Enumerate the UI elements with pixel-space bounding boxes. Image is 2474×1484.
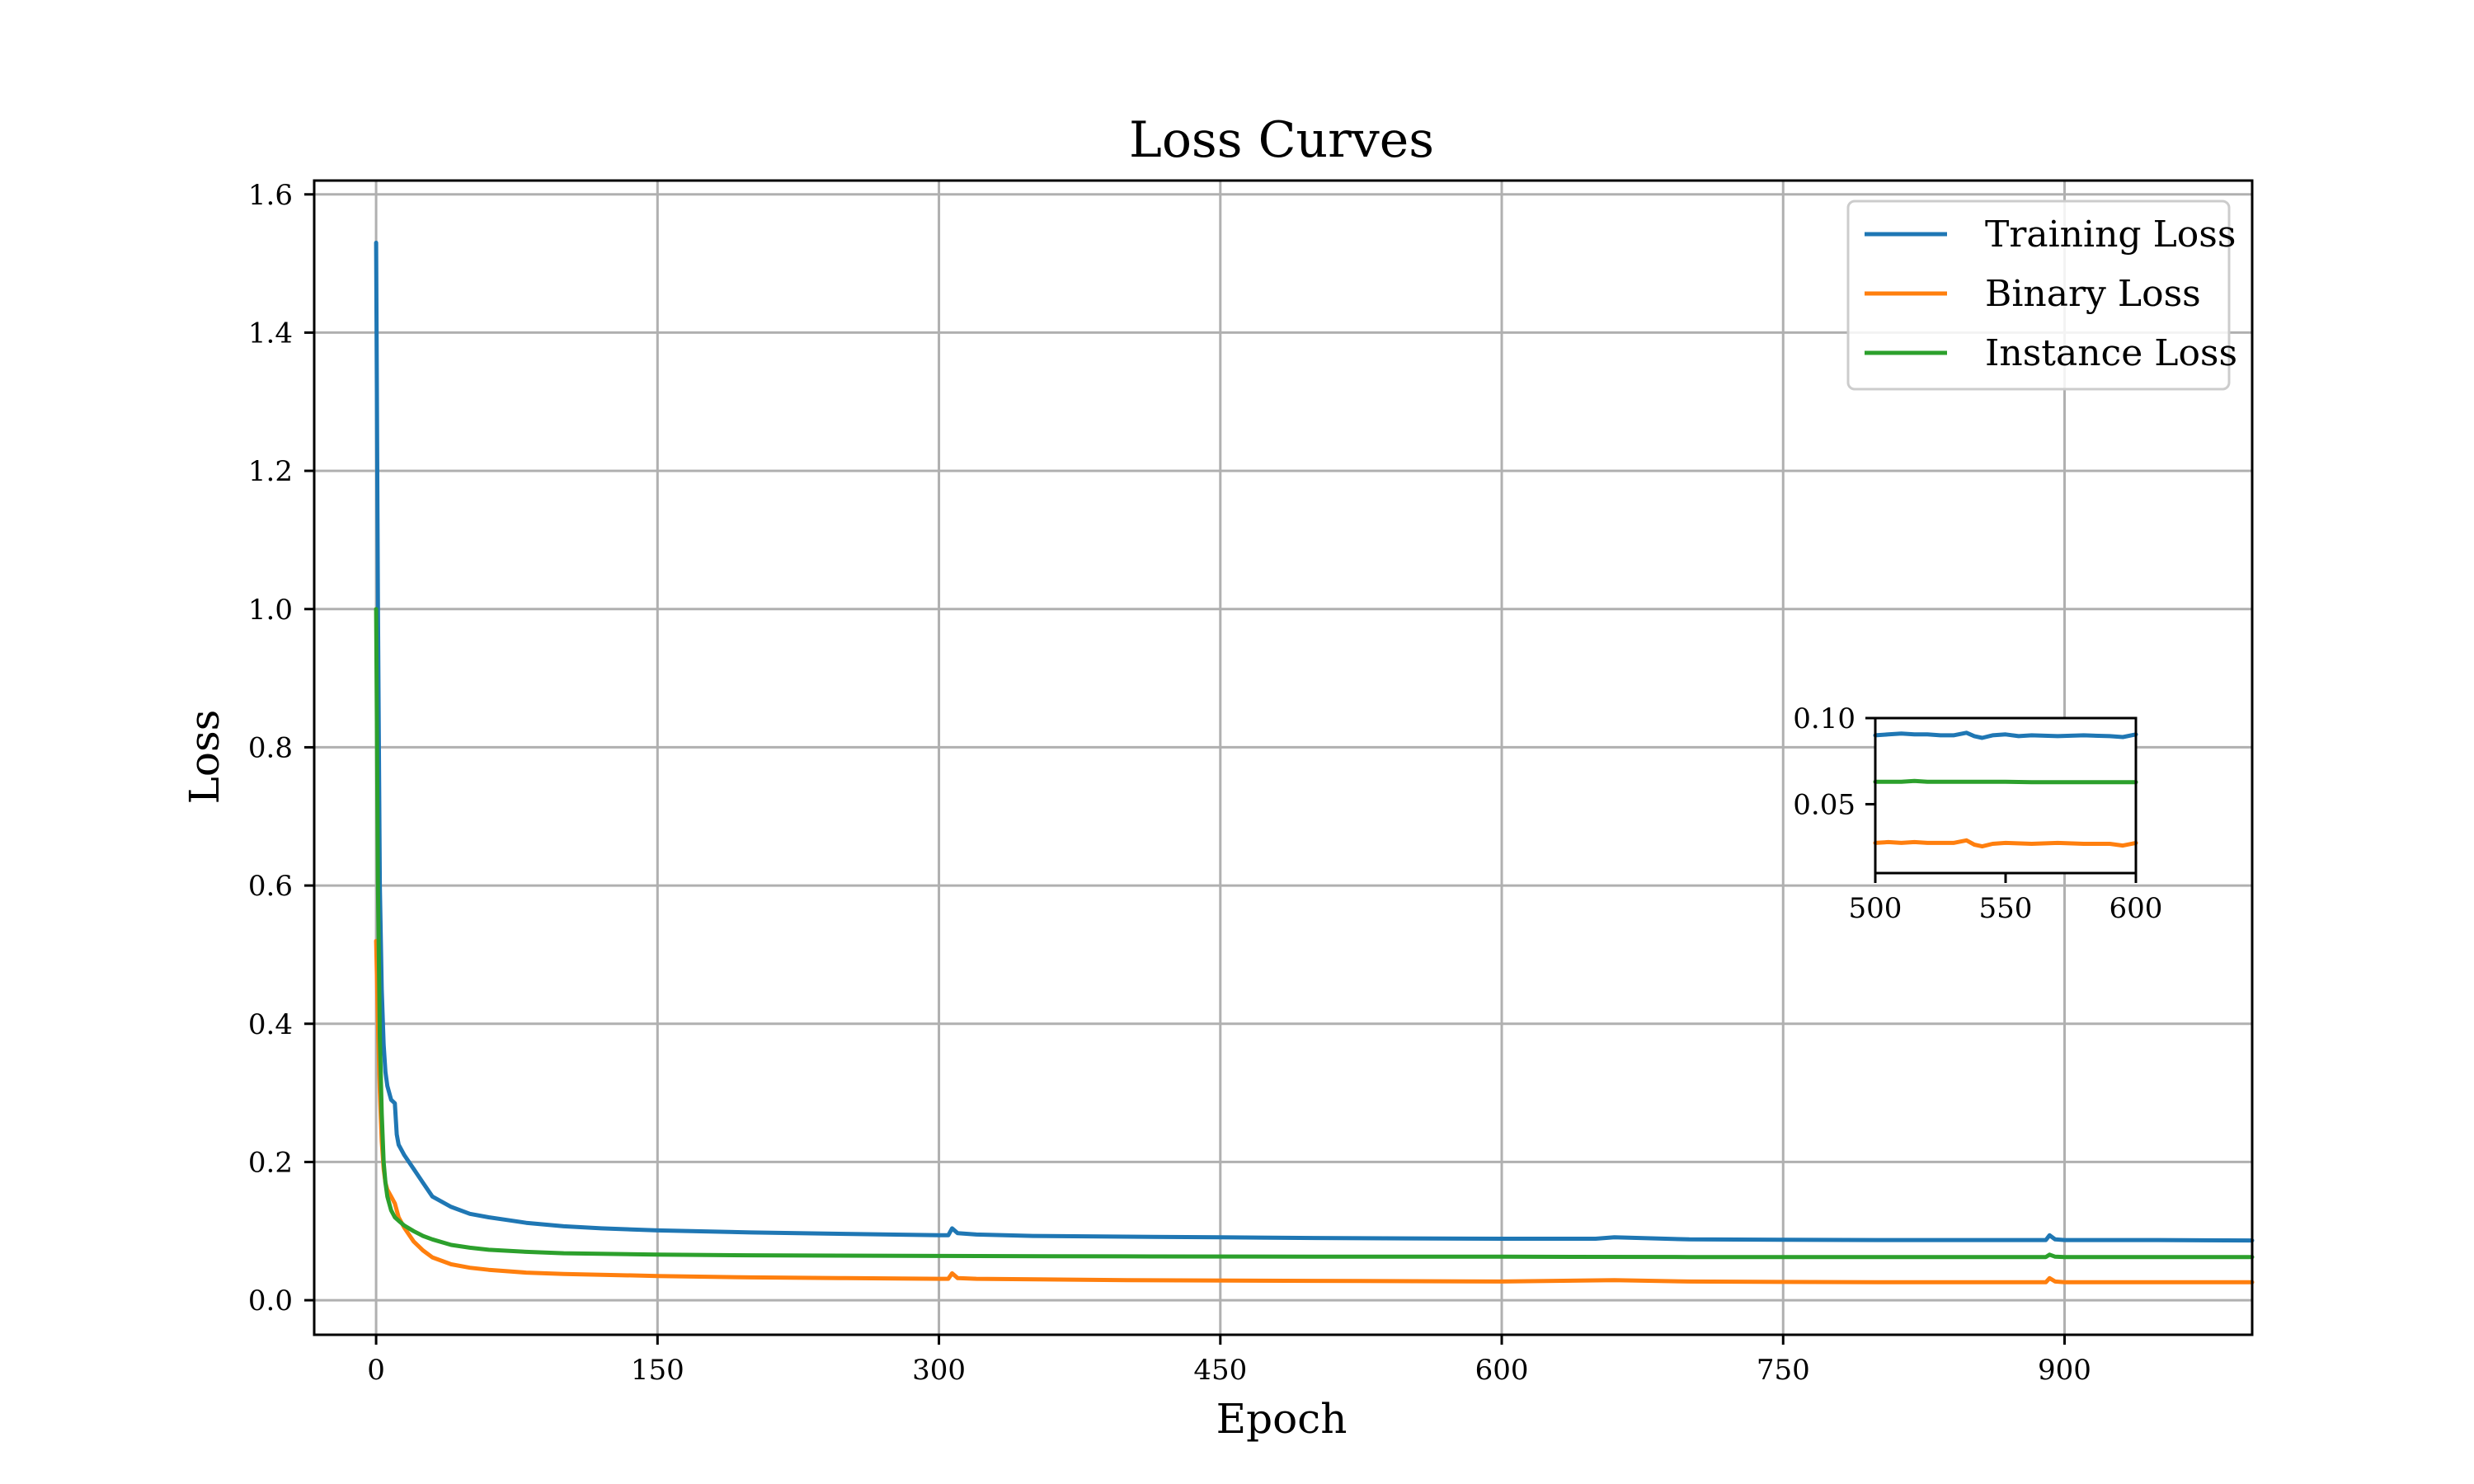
chart-title: Loss Curves bbox=[1129, 111, 1434, 169]
inset-series-line-binary-loss bbox=[1873, 838, 2138, 849]
x-tick-label: 0 bbox=[367, 1354, 385, 1387]
x-tick-label: 900 bbox=[2038, 1354, 2091, 1387]
inset-background bbox=[1875, 718, 2136, 873]
legend-label-instance-loss: Instance Loss bbox=[1985, 332, 2237, 374]
x-tick-label: 150 bbox=[631, 1354, 684, 1387]
inset-series-line-training-loss bbox=[1873, 730, 2138, 740]
series-line-instance-loss bbox=[374, 607, 2255, 1260]
main-series bbox=[374, 240, 2255, 1284]
y-tick-label: 1.0 bbox=[248, 594, 293, 627]
y-tick-label: 0.0 bbox=[248, 1284, 293, 1317]
inset-y-tick-label: 0.10 bbox=[1793, 702, 1856, 735]
y-axis-label: Loss bbox=[181, 710, 228, 805]
inset-series-line-instance-loss bbox=[1873, 778, 2138, 785]
x-axis-label: Epoch bbox=[1216, 1395, 1348, 1443]
y-tick-label: 1.6 bbox=[248, 179, 293, 212]
y-tick-label: 1.4 bbox=[248, 317, 293, 350]
inset-x-tick-label: 600 bbox=[2109, 892, 2163, 925]
inset-frame bbox=[1874, 716, 2138, 875]
inset-x-tick-label: 500 bbox=[1849, 892, 1903, 925]
legend-box bbox=[1846, 200, 2231, 391]
x-tick-label: 750 bbox=[1757, 1354, 1810, 1387]
legend-label-binary-loss: Binary Loss bbox=[1985, 273, 2201, 315]
inset-ticks: 500 550 600 0.05 0.10 bbox=[1793, 702, 2162, 925]
main-ticks: 0 150 300 450 600 750 900 0.0 0.2 0.4 0.6 0.8 1.0 1.2… bbox=[248, 179, 2091, 1387]
y-tick-label: 0.4 bbox=[248, 1008, 293, 1041]
x-tick-label: 300 bbox=[912, 1354, 966, 1387]
x-tick-label: 600 bbox=[1475, 1354, 1529, 1387]
legend: Training Loss Binary Loss Instance Loss bbox=[1846, 200, 2237, 391]
legend-label-training-loss: Training Loss bbox=[1985, 214, 2236, 256]
main-grid bbox=[314, 181, 2252, 1335]
y-tick-label: 1.2 bbox=[248, 455, 293, 488]
inset-chart: 500 550 600 0.05 0.10 bbox=[1793, 702, 2162, 925]
x-tick-label: 450 bbox=[1193, 1354, 1247, 1387]
series-line-training-loss bbox=[374, 240, 2255, 1243]
y-tick-label: 0.6 bbox=[248, 870, 293, 903]
y-tick-label: 0.2 bbox=[248, 1146, 293, 1179]
y-tick-label: 0.8 bbox=[248, 731, 293, 764]
main-plot-frame bbox=[313, 179, 2254, 1336]
inset-y-tick-label: 0.05 bbox=[1793, 788, 1856, 821]
inset-series bbox=[1873, 730, 2138, 849]
inset-x-tick-label: 550 bbox=[1979, 892, 2033, 925]
